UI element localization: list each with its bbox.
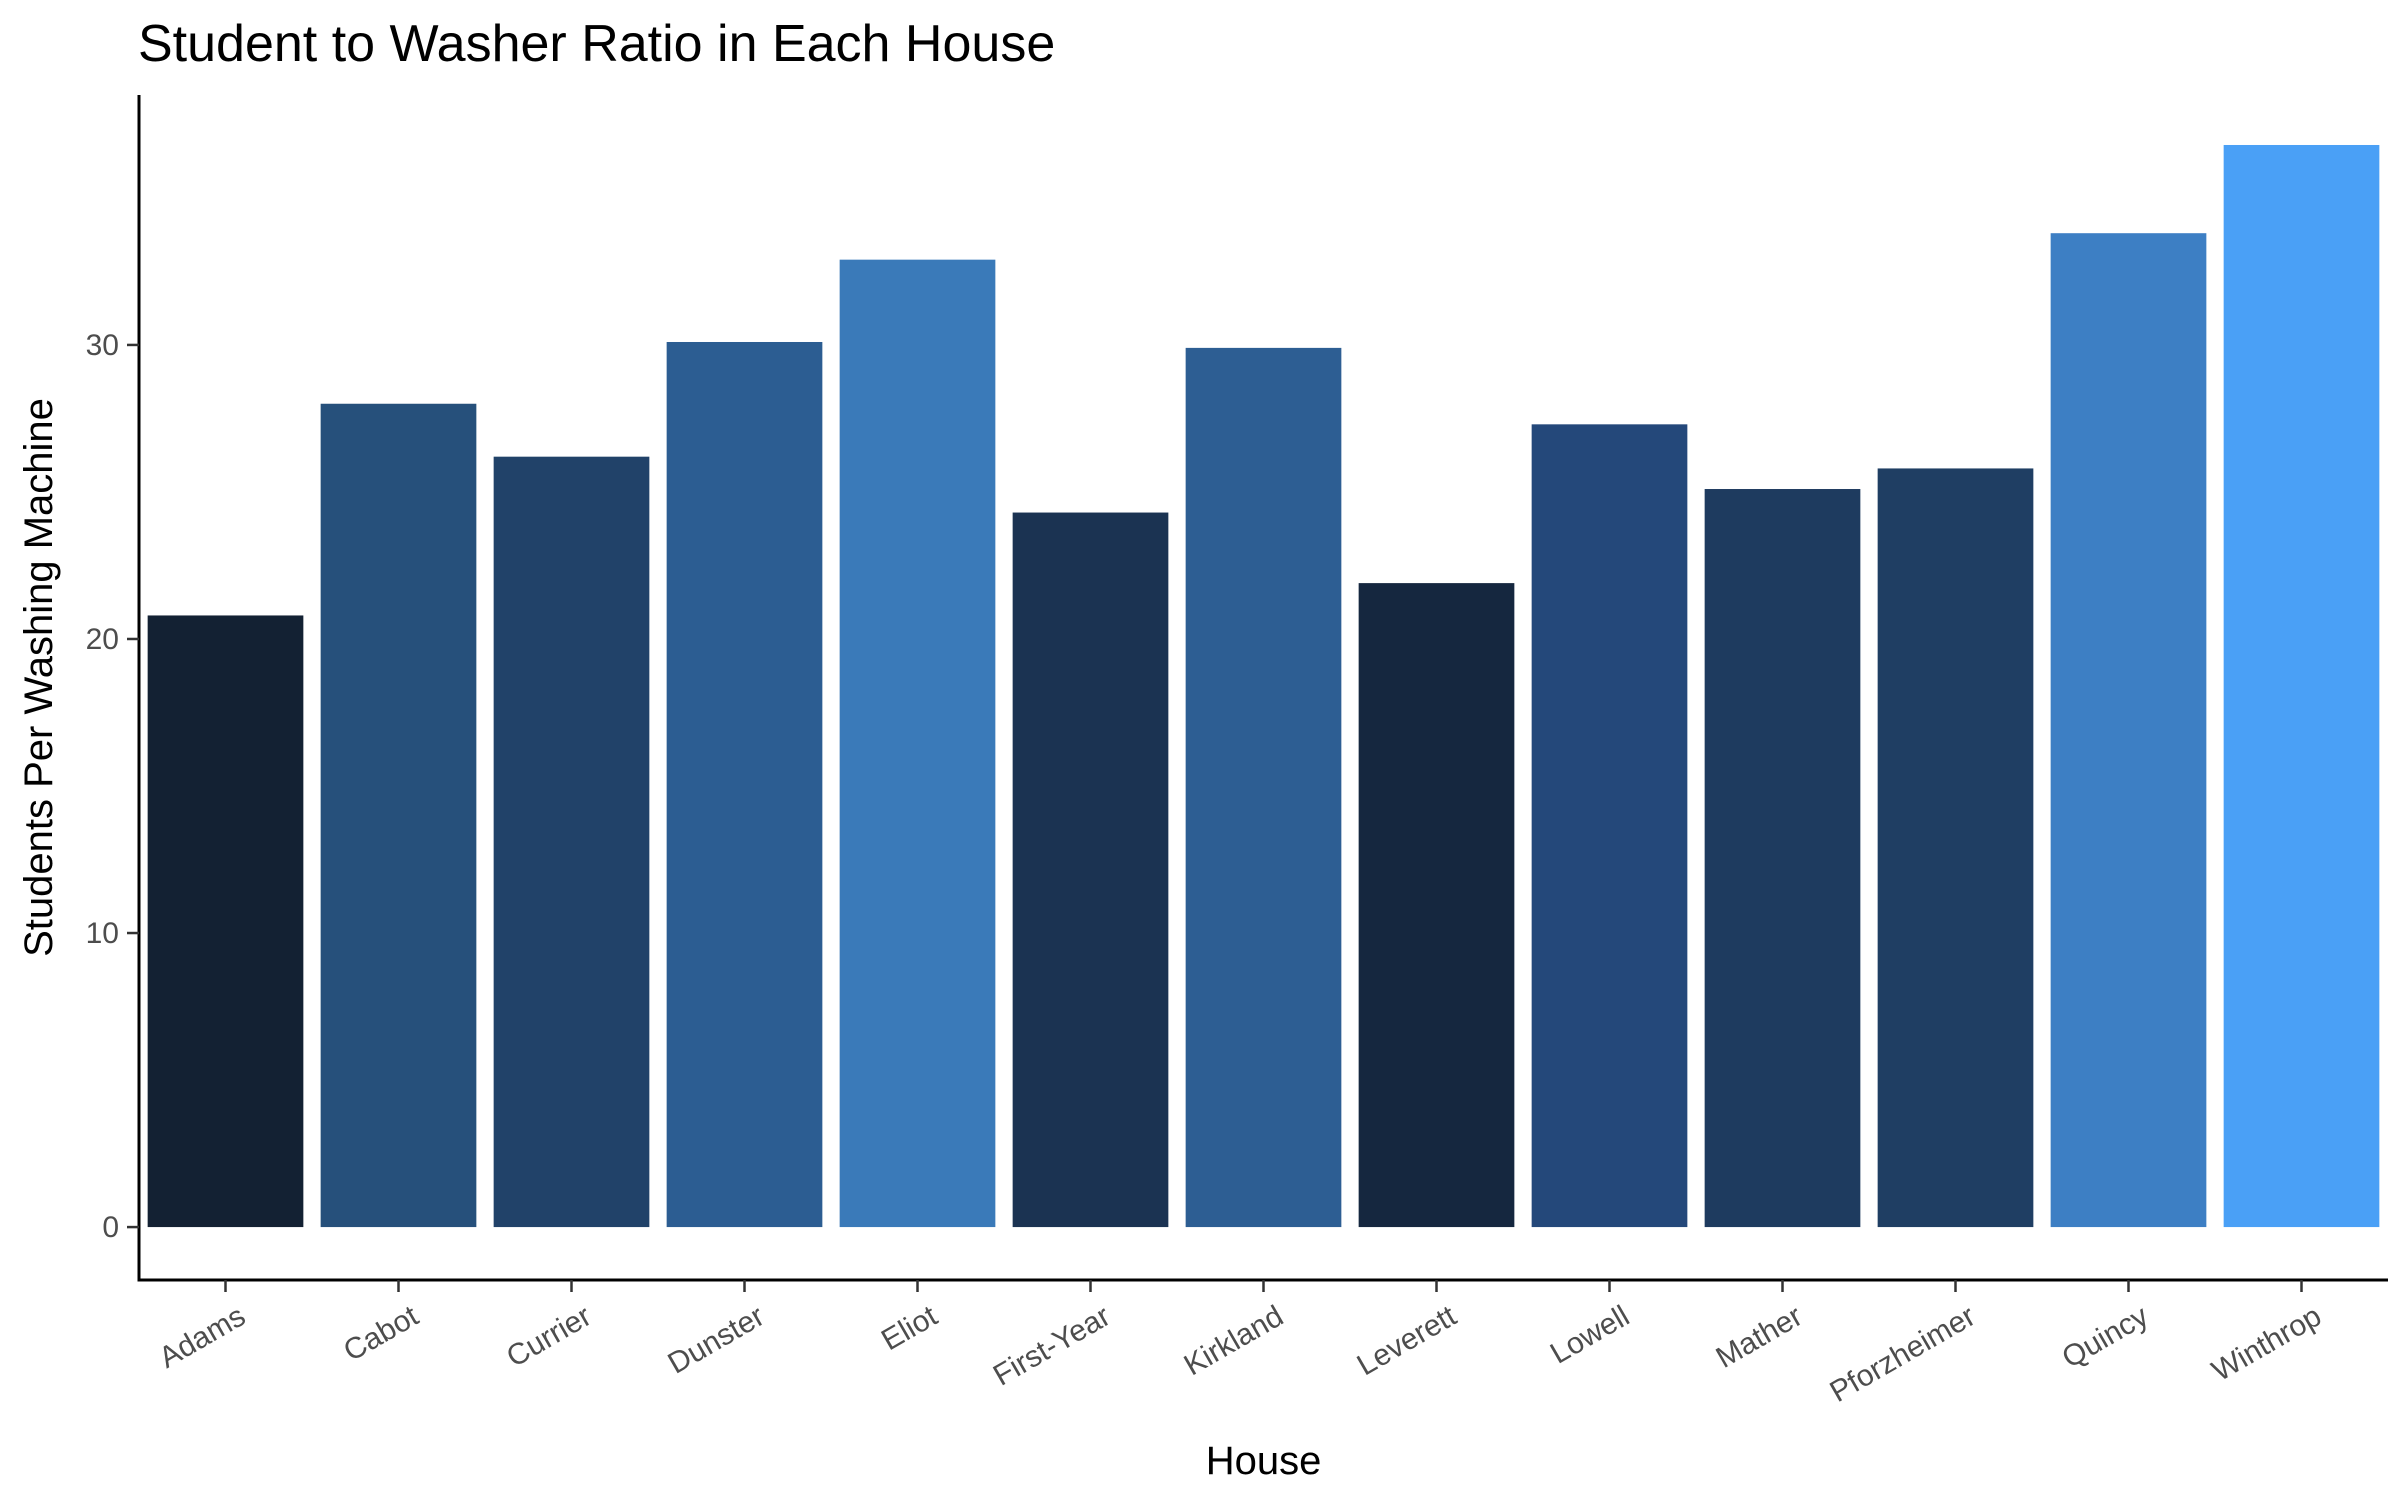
- x-tick-label: Leverett: [1352, 1299, 1463, 1382]
- bar-cabot: [320, 403, 477, 1228]
- bar-lowell: [1531, 424, 1688, 1228]
- bar-kirkland: [1185, 347, 1342, 1228]
- y-tick-label: 30: [86, 329, 119, 362]
- bar-currier: [493, 456, 650, 1228]
- x-tick-label: Mather: [1711, 1299, 1808, 1374]
- x-tick-label: Currier: [501, 1299, 597, 1373]
- y-tick-label: 0: [102, 1211, 119, 1244]
- bar-pforzheimer: [1877, 468, 2034, 1228]
- x-tick-label: Kirkland: [1179, 1299, 1289, 1382]
- bar-dunster: [666, 341, 823, 1228]
- bar-winthrop: [2223, 144, 2380, 1228]
- x-tick-label: Lowell: [1545, 1299, 1635, 1370]
- x-tick-label: Eliot: [876, 1299, 944, 1357]
- x-tick-label: Cabot: [338, 1299, 424, 1368]
- bar-leverett: [1358, 583, 1515, 1228]
- bar-first-year: [1012, 512, 1169, 1228]
- x-tick-label: Dunster: [663, 1299, 770, 1380]
- x-axis: Adams Cabot Currier Dunster Eliot First-Year K…: [137, 1278, 2388, 1409]
- x-tick-label: Pforzheimer: [1824, 1299, 1981, 1408]
- y-tick-label: 10: [86, 917, 119, 950]
- bars-group: [147, 144, 2380, 1228]
- x-tick-label: Quincy: [2057, 1299, 2154, 1374]
- x-tick-label: Adams: [154, 1299, 251, 1374]
- bar-adams: [147, 615, 304, 1228]
- x-tick-label: Winthrop: [2207, 1299, 2327, 1388]
- y-axis: 0 10 20 30: [86, 95, 141, 1282]
- bar-mather: [1704, 489, 1861, 1228]
- x-axis-title: House: [1206, 1439, 1322, 1483]
- bar-quincy: [2050, 233, 2207, 1228]
- x-tick-label: First-Year: [988, 1299, 1116, 1392]
- chart-title: Student to Washer Ratio in Each House: [138, 15, 1056, 73]
- y-tick-label: 20: [86, 623, 119, 656]
- bar-eliot: [839, 259, 996, 1228]
- y-axis-title: Students Per Washing Machine: [17, 398, 61, 957]
